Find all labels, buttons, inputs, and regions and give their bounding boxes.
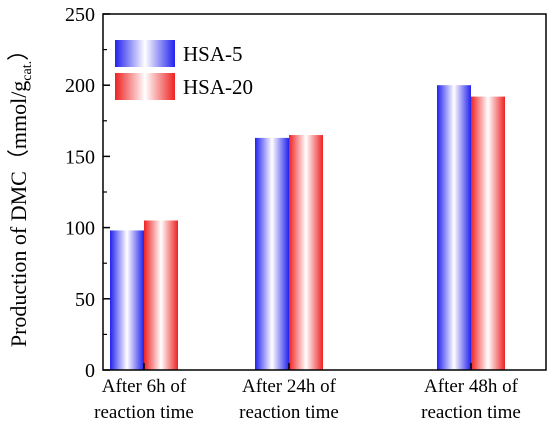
x-tick-label: reaction time [239, 402, 339, 423]
x-axis: After 6h of reaction time After 24h of reac… [94, 363, 521, 423]
bar-hsa-5-3 [437, 85, 471, 370]
x-tick-label: After 48h of [424, 376, 519, 397]
y-axis-label-subscript: cat. [20, 61, 35, 81]
legend-swatch-hsa-20 [115, 73, 175, 100]
bar-hsa-20-3 [471, 96, 505, 370]
bars-layer [110, 85, 505, 370]
y-tick-label: 200 [65, 75, 95, 97]
legend-label-hsa-20: HSA-20 [183, 75, 253, 99]
bar-hsa-20-2 [289, 135, 323, 370]
y-axis-label-main: Production of DMC（mmol/g [6, 81, 31, 347]
legend-swatch-hsa-5 [115, 40, 175, 67]
bar-hsa-5-2 [255, 137, 289, 370]
legend-label-hsa-5: HSA-5 [183, 42, 243, 66]
legend: HSA-5 HSA-20 [115, 40, 253, 100]
y-tick-label: 50 [75, 289, 95, 311]
x-tick-label: reaction time [421, 402, 521, 423]
bar-hsa-20-1 [144, 220, 178, 370]
y-tick-label: 250 [65, 4, 95, 26]
x-tick-label: reaction time [94, 402, 194, 423]
x-tick-label: After 6h of [102, 376, 187, 397]
y-tick-label: 0 [85, 360, 95, 382]
y-axis-label-suffix: ） [6, 39, 31, 61]
y-tick-label: 150 [65, 146, 95, 168]
y-tick-label: 100 [65, 218, 95, 240]
y-axis-label: Production of DMC（mmol/gcat.） [6, 39, 35, 347]
y-axis: 0 50 100 150 200 250 [65, 4, 110, 382]
bar-hsa-5-1 [110, 230, 144, 370]
x-tick-label: After 24h of [242, 376, 337, 397]
